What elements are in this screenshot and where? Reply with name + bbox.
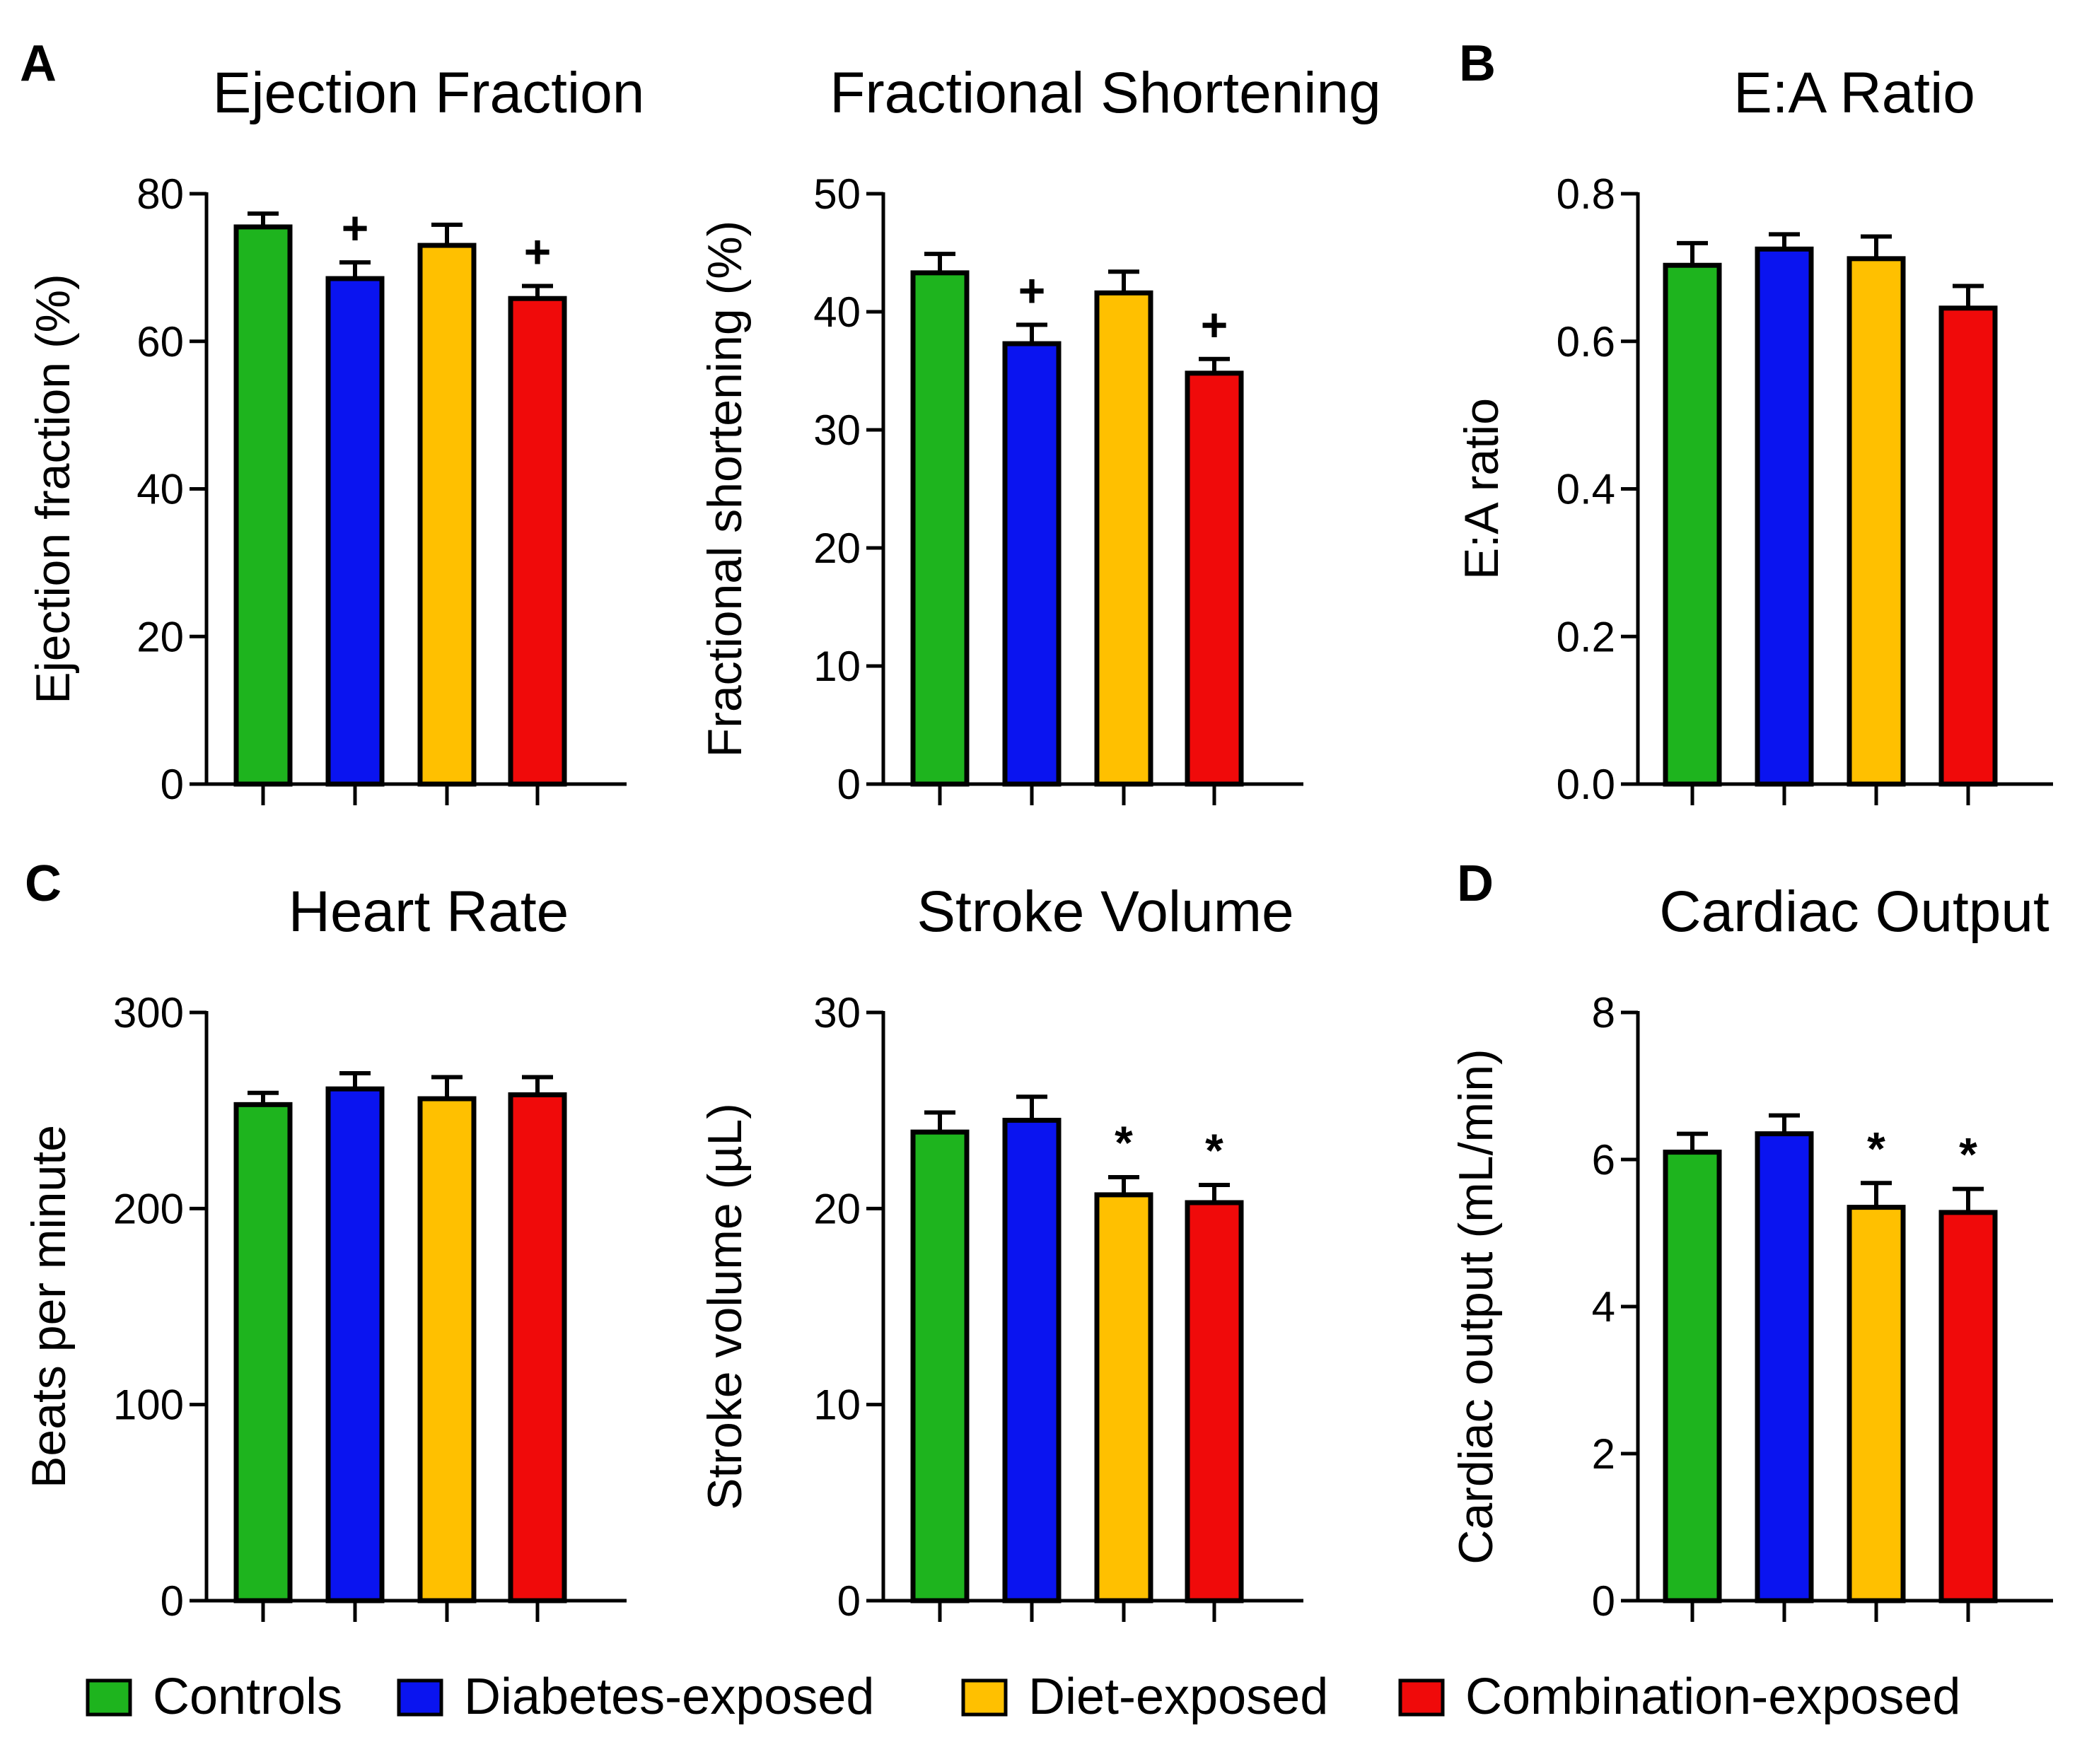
y-tick-label: 0 [837, 761, 861, 808]
significance-plus: + [524, 225, 552, 277]
legend-label: Diet-exposed [1028, 1669, 1328, 1725]
y-tick-label: 50 [813, 170, 861, 218]
legend-label: Controls [153, 1669, 342, 1725]
bar [417, 243, 477, 787]
bar [508, 1092, 567, 1604]
y-tick-label: 0.4 [1557, 466, 1615, 513]
bar [233, 224, 293, 787]
panel-letter: A [20, 35, 57, 92]
bar [233, 1102, 293, 1604]
y-tick-label: 2 [1592, 1430, 1615, 1478]
y-axis-label: Ejection fraction (%) [26, 274, 80, 703]
legend: Controls Diabetes-exposed Diet-exposed Comb… [86, 1669, 1960, 1725]
y-tick-label: 0.8 [1557, 170, 1615, 218]
y-tick-label: 0 [161, 761, 184, 808]
bar [1938, 1210, 1998, 1604]
chart-stroke-volume: Stroke Volume Stroke volume (µL) * * 0 10 20 30 [698, 880, 1303, 1625]
y-tick-label: 0.6 [1557, 318, 1615, 366]
y-tick-label: 6 [1592, 1136, 1615, 1184]
y-tick-label: 40 [136, 466, 184, 513]
bar [910, 270, 970, 787]
y-tick-label: 80 [136, 170, 184, 218]
y-tick-label: 100 [113, 1382, 184, 1429]
bar [1663, 1150, 1722, 1604]
bar [1755, 246, 1814, 787]
bar [325, 1086, 385, 1604]
y-axis-label: E:A ratio [1455, 398, 1508, 580]
y-axis-label: Fractional shortening (%) [698, 221, 752, 758]
legend-swatch [86, 1678, 132, 1717]
bar [1847, 1205, 1906, 1604]
legend-item: Diet-exposed [961, 1669, 1328, 1725]
y-tick-label: 20 [136, 613, 184, 660]
y-axis-label: Cardiac output (mL/min) [1449, 1049, 1503, 1564]
bar [1002, 1118, 1062, 1604]
chart-title: Heart Rate [289, 880, 569, 944]
chart-title: Stroke Volume [917, 880, 1293, 944]
y-tick-label: 200 [113, 1185, 184, 1232]
chart-fractional-shortening: Fractional Shortening Fractional shorteni… [698, 61, 1381, 808]
bar [1185, 1200, 1244, 1604]
y-tick-label: 0.2 [1557, 613, 1615, 660]
bar [1663, 262, 1722, 787]
legend-label: Combination-exposed [1465, 1669, 1960, 1725]
significance-star: * [1115, 1116, 1133, 1169]
bar [1094, 1192, 1153, 1604]
y-tick-label: 10 [813, 643, 861, 690]
significance-star: * [1959, 1128, 1977, 1181]
y-tick-label: 20 [813, 525, 861, 572]
y-tick-label: 8 [1592, 989, 1615, 1036]
y-axis-label: Beats per minute [22, 1125, 76, 1488]
y-tick-label: 4 [1592, 1283, 1615, 1331]
significance-star: * [1205, 1124, 1223, 1176]
legend-item: Controls [86, 1669, 342, 1725]
y-tick-label: 10 [813, 1382, 861, 1429]
charts-layer: A Ejection Fraction Ejection fraction (%) +… [20, 35, 2053, 1625]
y-tick-label: 0 [1592, 1577, 1615, 1625]
y-tick-label: 0 [837, 1577, 861, 1625]
significance-star: * [1867, 1122, 1885, 1174]
significance-plus: + [1018, 264, 1046, 316]
bar [1755, 1131, 1814, 1604]
legend-item: Combination-exposed [1398, 1669, 1960, 1725]
legend-swatch [1398, 1678, 1445, 1717]
y-axis-label: Stroke volume (µL) [698, 1103, 752, 1510]
y-tick-label: 30 [813, 407, 861, 454]
panel-letter: C [25, 855, 62, 912]
panel-letter: D [1457, 855, 1494, 912]
bar [417, 1096, 477, 1604]
legend-swatch [961, 1678, 1008, 1717]
panel-letter: B [1459, 35, 1496, 92]
y-tick-label: 30 [813, 989, 861, 1036]
legend-label: Diabetes-exposed [464, 1669, 874, 1725]
chart-cardiac-output: D Cardiac Output Cardiac output (mL/min) * *… [1449, 855, 2053, 1625]
bar [1094, 290, 1153, 787]
bar [1185, 370, 1244, 787]
y-tick-label: 300 [113, 989, 184, 1036]
bar [325, 276, 385, 787]
legend-item: Diabetes-exposed [397, 1669, 874, 1725]
y-tick-label: 0 [161, 1577, 184, 1625]
chart-title: E:A Ratio [1733, 61, 1975, 125]
chart-title: Cardiac Output [1659, 880, 2049, 944]
legend-swatch [397, 1678, 443, 1717]
bar [1847, 256, 1906, 787]
y-tick-label: 60 [136, 318, 184, 366]
chart-title: Ejection Fraction [213, 61, 645, 125]
chart-title: Fractional Shortening [830, 61, 1380, 125]
y-tick-label: 0.0 [1557, 761, 1615, 808]
bar [1938, 305, 1998, 787]
bar [1002, 341, 1062, 787]
y-tick-label: 20 [813, 1185, 861, 1232]
y-tick-label: 40 [813, 288, 861, 336]
bar [910, 1129, 970, 1604]
chart-heart-rate: C Heart Rate Beats per minute 0 100 200 300 [22, 855, 627, 1625]
bar [508, 296, 567, 787]
chart-e-a-ratio: B E:A Ratio E:A ratio 0.0 0.2 0.4 0.6 0.8 [1455, 35, 2053, 808]
significance-plus: + [342, 201, 369, 254]
significance-plus: + [1201, 298, 1228, 351]
chart-ejection-fraction: A Ejection Fraction Ejection fraction (%) +… [20, 35, 644, 808]
